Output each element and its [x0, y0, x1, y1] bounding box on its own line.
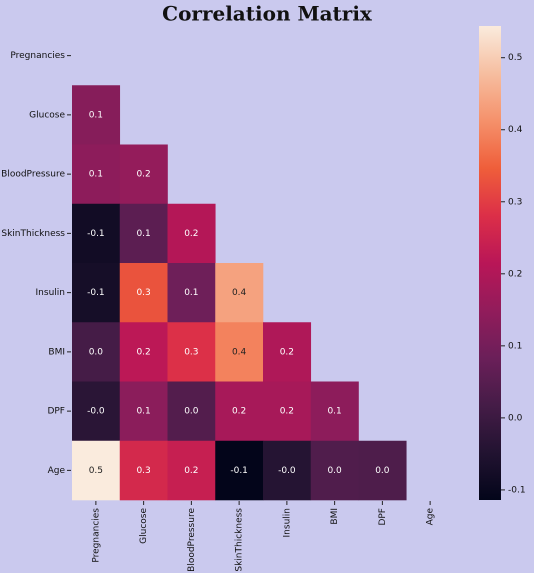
chart-title: Correlation Matrix	[162, 2, 373, 26]
cell	[119, 381, 168, 442]
cell	[119, 144, 168, 205]
cell	[215, 381, 264, 442]
col-label: Insulin	[282, 508, 292, 537]
cell	[167, 203, 216, 264]
cell-label: 0.1	[327, 407, 341, 417]
cell	[72, 322, 121, 382]
colorbar-tick-label: 0.5	[508, 53, 522, 63]
cell-label: 0.2	[280, 347, 294, 357]
colorbar-tick-label: 0.0	[508, 413, 523, 423]
cell	[167, 381, 216, 442]
row-label: BMI	[48, 347, 65, 357]
cell	[119, 263, 168, 323]
colorbar-tick-label: 0.1	[508, 341, 522, 351]
cell-label: -0.1	[87, 229, 105, 239]
cell	[215, 440, 264, 501]
cell-label: 0.2	[136, 347, 150, 357]
cell	[72, 85, 121, 145]
colorbar-tick-label: 0.2	[508, 269, 522, 279]
row-label: Insulin	[36, 288, 65, 298]
col-label: BloodPressure	[187, 508, 197, 572]
cell	[167, 322, 216, 382]
cell	[310, 381, 359, 442]
cell	[119, 322, 168, 382]
colorbar	[479, 26, 501, 500]
row-label: Glucose	[29, 110, 65, 120]
cell-label: 0.0	[184, 407, 199, 417]
cell	[215, 322, 264, 382]
cell-label: 0.2	[280, 407, 294, 417]
col-label: Glucose	[139, 508, 149, 544]
cell	[310, 440, 359, 501]
colorbar-tick-label: 0.4	[508, 125, 523, 135]
cell-label: 0.1	[184, 288, 198, 298]
cell	[72, 144, 121, 205]
cell-label: 0.0	[375, 466, 390, 476]
col-label: BMI	[330, 508, 340, 525]
col-label: DPF	[378, 508, 388, 526]
cell-label: 0.4	[232, 288, 247, 298]
row-label: Age	[48, 466, 66, 476]
colorbar-tick-label: 0.3	[508, 197, 522, 207]
cell-label: -0.0	[87, 407, 105, 417]
cell	[263, 322, 312, 382]
cell-label: 0.1	[89, 110, 103, 120]
cell	[263, 381, 312, 442]
cell-label: 0.1	[136, 229, 150, 239]
cell	[72, 203, 121, 264]
cell-label: 0.3	[136, 288, 150, 298]
row-label: SkinThickness	[1, 229, 65, 239]
cell-label: 0.2	[136, 170, 150, 180]
colorbar-tick-label: -0.1	[508, 485, 526, 495]
cell	[358, 440, 407, 501]
cell-label: 0.1	[89, 170, 103, 180]
row-label: BloodPressure	[1, 170, 65, 180]
cell-label: 0.0	[89, 347, 104, 357]
cell-label: -0.0	[278, 466, 296, 476]
cell-label: -0.1	[87, 288, 105, 298]
cell-label: -0.1	[230, 466, 248, 476]
col-label: Age	[426, 508, 436, 526]
row-label: DPF	[47, 407, 65, 417]
cell	[167, 263, 216, 323]
col-label: Pregnancies	[91, 508, 101, 563]
cell	[119, 440, 168, 501]
cell-label: 0.1	[136, 407, 150, 417]
cell-label: 0.3	[136, 466, 150, 476]
cell	[215, 263, 264, 323]
cell-label: 0.2	[184, 229, 198, 239]
cell-label: 0.3	[184, 347, 198, 357]
cell	[119, 203, 168, 264]
cell-label: 0.2	[184, 466, 198, 476]
cell	[72, 263, 121, 323]
cell	[72, 381, 121, 442]
cell	[263, 440, 312, 501]
cell	[167, 440, 216, 501]
cell	[72, 440, 121, 501]
cell-label: 0.5	[89, 466, 103, 476]
cell-label: 0.0	[327, 466, 342, 476]
cell-label: 0.4	[232, 347, 247, 357]
row-label: Pregnancies	[10, 51, 65, 61]
col-label: SkinThickness	[235, 508, 245, 572]
cell-label: 0.2	[232, 407, 246, 417]
